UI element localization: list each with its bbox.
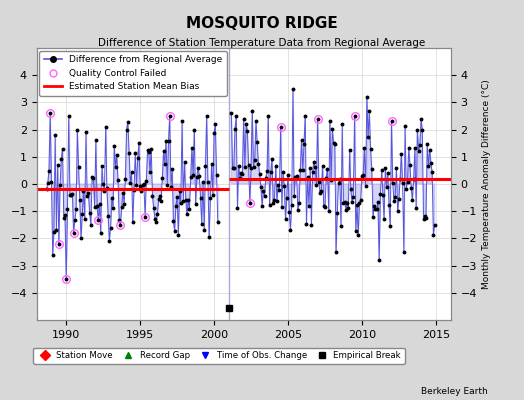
Text: MOSQUITO RIDGE: MOSQUITO RIDGE (186, 16, 338, 31)
Text: Berkeley Earth: Berkeley Earth (421, 387, 487, 396)
Legend: Station Move, Record Gap, Time of Obs. Change, Empirical Break: Station Move, Record Gap, Time of Obs. C… (33, 348, 405, 364)
Y-axis label: Monthly Temperature Anomaly Difference (°C): Monthly Temperature Anomaly Difference (… (483, 79, 492, 289)
Text: Difference of Station Temperature Data from Regional Average: Difference of Station Temperature Data f… (99, 38, 425, 48)
